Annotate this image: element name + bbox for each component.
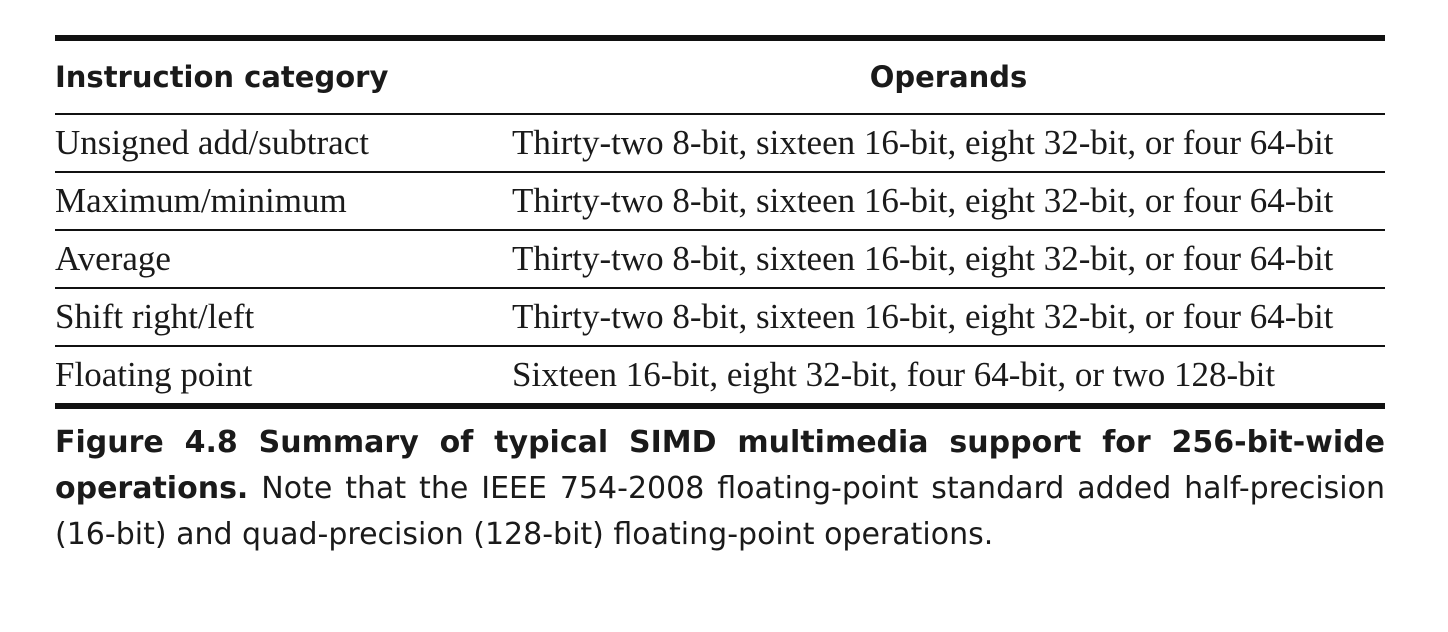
row-category: Maximum/minimum bbox=[55, 181, 347, 220]
table-bottom-rule bbox=[55, 403, 1385, 409]
table-top-rule bbox=[55, 35, 1385, 41]
figure-label: Figure 4.8 bbox=[55, 425, 238, 460]
row-divider bbox=[55, 229, 1385, 231]
figure-caption-text: Note that the IEEE 754-2008 floating-poi… bbox=[55, 471, 1385, 552]
figure-title: Summary of typical SIMD multimedia suppo… bbox=[55, 425, 1386, 506]
table-row: Maximum/minimum Thirty-two 8-bit, sixtee… bbox=[55, 173, 1385, 229]
row-category: Shift right/left bbox=[55, 297, 255, 336]
row-operands: Thirty-two 8-bit, sixteen 16-bit, eight … bbox=[512, 123, 1334, 162]
row-category: Average bbox=[55, 239, 171, 278]
simd-support-table: Instruction category Operands Unsigned a… bbox=[55, 35, 1385, 409]
table-row: Average Thirty-two 8-bit, sixteen 16-bit… bbox=[55, 231, 1385, 287]
row-divider bbox=[55, 287, 1385, 289]
table-row: Floating point Sixteen 16-bit, eight 32-… bbox=[55, 347, 1385, 403]
row-category: Unsigned add/subtract bbox=[55, 123, 369, 162]
row-divider bbox=[55, 345, 1385, 347]
table-header-row: Instruction category Operands bbox=[55, 41, 1385, 113]
table-row: Unsigned add/subtract Thirty-two 8-bit, … bbox=[55, 115, 1385, 171]
row-operands: Thirty-two 8-bit, sixteen 16-bit, eight … bbox=[512, 181, 1334, 220]
figure-caption: Figure 4.8 Summary of typical SIMD multi… bbox=[55, 420, 1385, 558]
row-operands: Thirty-two 8-bit, sixteen 16-bit, eight … bbox=[512, 239, 1334, 278]
header-rule bbox=[55, 113, 1385, 115]
header-operands: Operands bbox=[869, 60, 1028, 94]
table-row: Shift right/left Thirty-two 8-bit, sixte… bbox=[55, 289, 1385, 345]
row-operands: Sixteen 16-bit, eight 32-bit, four 64-bi… bbox=[512, 355, 1276, 394]
row-operands: Thirty-two 8-bit, sixteen 16-bit, eight … bbox=[512, 297, 1334, 336]
header-instruction-category: Instruction category bbox=[55, 60, 389, 94]
row-divider bbox=[55, 171, 1385, 173]
row-category: Floating point bbox=[55, 355, 253, 394]
